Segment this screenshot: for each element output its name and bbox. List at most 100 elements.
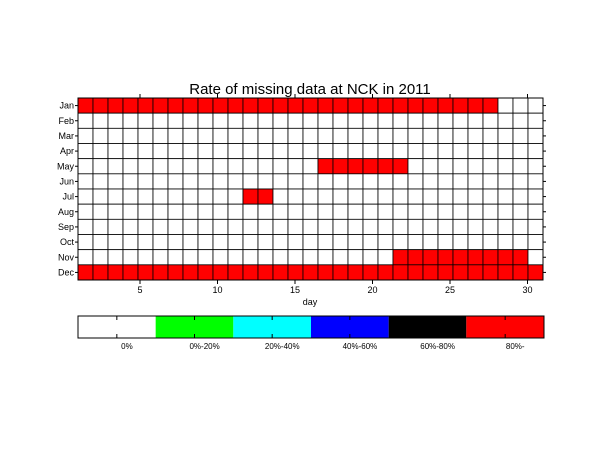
heatmap-cell	[182, 249, 199, 266]
heatmap-cell	[377, 264, 394, 281]
heatmap-cell	[92, 234, 109, 251]
heatmap-cell	[317, 188, 334, 205]
heatmap-cell	[452, 127, 469, 144]
heatmap-cell	[227, 234, 244, 251]
heatmap-cell	[137, 173, 154, 190]
heatmap-cell	[167, 97, 184, 114]
heatmap-cell	[452, 188, 469, 205]
heatmap-cell	[182, 188, 199, 205]
heatmap-cell	[212, 112, 229, 129]
heatmap-cell	[452, 203, 469, 220]
y-tick-label: Jun	[59, 176, 74, 186]
heatmap-cell	[77, 218, 94, 235]
heatmap-cell	[482, 173, 499, 190]
heatmap-cell	[137, 112, 154, 129]
heatmap-cell	[212, 234, 229, 251]
heatmap-cell	[272, 173, 289, 190]
heatmap-cell	[227, 158, 244, 175]
heatmap-cell	[227, 97, 244, 114]
heatmap-cell	[242, 249, 259, 266]
heatmap-cell	[302, 127, 319, 144]
y-tick-label: Jul	[62, 192, 74, 202]
heatmap-cell	[182, 264, 199, 281]
heatmap-cell	[92, 173, 109, 190]
heatmap-cell	[527, 127, 544, 144]
heatmap-cell	[227, 173, 244, 190]
heatmap-cell	[77, 143, 94, 160]
heatmap-cell	[272, 188, 289, 205]
heatmap-cell	[212, 127, 229, 144]
heatmap-cell	[332, 249, 349, 266]
heatmap-cell	[197, 127, 214, 144]
heatmap-cell	[422, 234, 439, 251]
heatmap-cell	[77, 249, 94, 266]
heatmap-cell	[122, 264, 139, 281]
heatmap-cell	[167, 188, 184, 205]
heatmap-cell	[452, 97, 469, 114]
heatmap-cell	[122, 234, 139, 251]
heatmap-cell	[107, 112, 124, 129]
heatmap-cell	[182, 234, 199, 251]
heatmap-cell	[257, 264, 274, 281]
heatmap-cell	[167, 112, 184, 129]
heatmap-cell	[332, 218, 349, 235]
heatmap-cell	[272, 249, 289, 266]
heatmap-cell	[377, 158, 394, 175]
heatmap-cell	[137, 158, 154, 175]
heatmap-cell	[527, 158, 544, 175]
heatmap-cell	[152, 218, 169, 235]
heatmap-cell	[482, 249, 499, 266]
heatmap-cell	[287, 112, 304, 129]
heatmap-cell	[512, 143, 529, 160]
heatmap-cell	[392, 158, 409, 175]
heatmap-cell	[152, 249, 169, 266]
heatmap-cell	[92, 97, 109, 114]
heatmap-cell	[122, 143, 139, 160]
heatmap-cell	[332, 97, 349, 114]
heatmap-cell	[287, 203, 304, 220]
heatmap-cell	[497, 249, 514, 266]
legend-label: 0%-20%	[189, 342, 219, 351]
heatmap-cell	[452, 218, 469, 235]
heatmap-cell	[137, 249, 154, 266]
chart-title: Rate of missing data at NCK in 2011	[189, 81, 431, 98]
heatmap-cell	[227, 188, 244, 205]
heatmap-cell	[182, 173, 199, 190]
heatmap-cell	[497, 188, 514, 205]
heatmap-cell	[257, 97, 274, 114]
heatmap-cell	[437, 112, 454, 129]
heatmap-cell	[497, 264, 514, 281]
heatmap-cell	[317, 173, 334, 190]
heatmap-cell	[527, 218, 544, 235]
heatmap-cell	[392, 173, 409, 190]
heatmap-cell	[452, 158, 469, 175]
heatmap-cell	[302, 158, 319, 175]
plot-frame	[77, 97, 544, 281]
heatmap-cell	[137, 127, 154, 144]
heatmap-cell	[392, 112, 409, 129]
heatmap-cell	[302, 249, 319, 266]
heatmap-cell	[152, 127, 169, 144]
legend-label: 80%-	[506, 342, 525, 351]
heatmap-cell	[257, 112, 274, 129]
heatmap-cell	[422, 97, 439, 114]
heatmap-cell	[302, 234, 319, 251]
heatmap-cell	[317, 218, 334, 235]
heatmap-cell	[467, 188, 484, 205]
x-tick-label: 15	[290, 285, 300, 295]
heatmap-cell	[497, 173, 514, 190]
heatmap-cell	[227, 203, 244, 220]
heatmap-cell	[107, 249, 124, 266]
heatmap-cell	[152, 234, 169, 251]
heatmap-cell	[77, 264, 94, 281]
heatmap-cell	[362, 97, 379, 114]
heatmap-cell	[242, 234, 259, 251]
y-tick-label: May	[57, 161, 75, 171]
heatmap-cell	[137, 188, 154, 205]
heatmap-cell	[392, 188, 409, 205]
heatmap-cell	[347, 173, 364, 190]
heatmap-cell	[437, 249, 454, 266]
heatmap-cell	[407, 97, 424, 114]
heatmap-cell	[467, 218, 484, 235]
heatmap-cell	[197, 143, 214, 160]
